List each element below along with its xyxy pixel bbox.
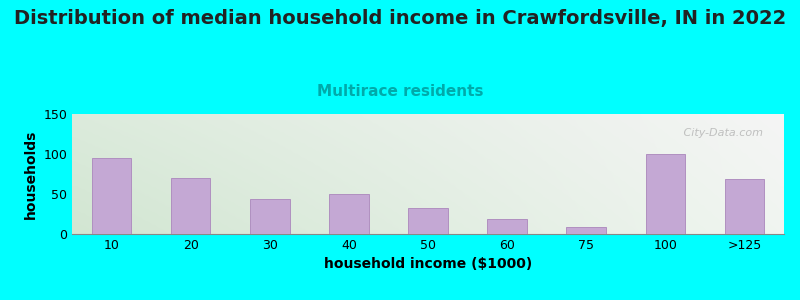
Y-axis label: households: households [24,129,38,219]
Bar [646,154,685,234]
Bar [329,194,369,234]
Text: City-Data.com: City-Data.com [673,128,762,138]
X-axis label: household income ($1000): household income ($1000) [324,257,532,272]
Bar [487,219,527,234]
Text: Distribution of median household income in Crawfordsville, IN in 2022: Distribution of median household income … [14,9,786,28]
Bar [250,199,290,234]
Bar [171,178,210,234]
Bar [566,227,606,234]
Bar [725,179,764,234]
Bar [92,158,131,234]
Bar [408,208,448,234]
Text: Multirace residents: Multirace residents [317,84,483,99]
